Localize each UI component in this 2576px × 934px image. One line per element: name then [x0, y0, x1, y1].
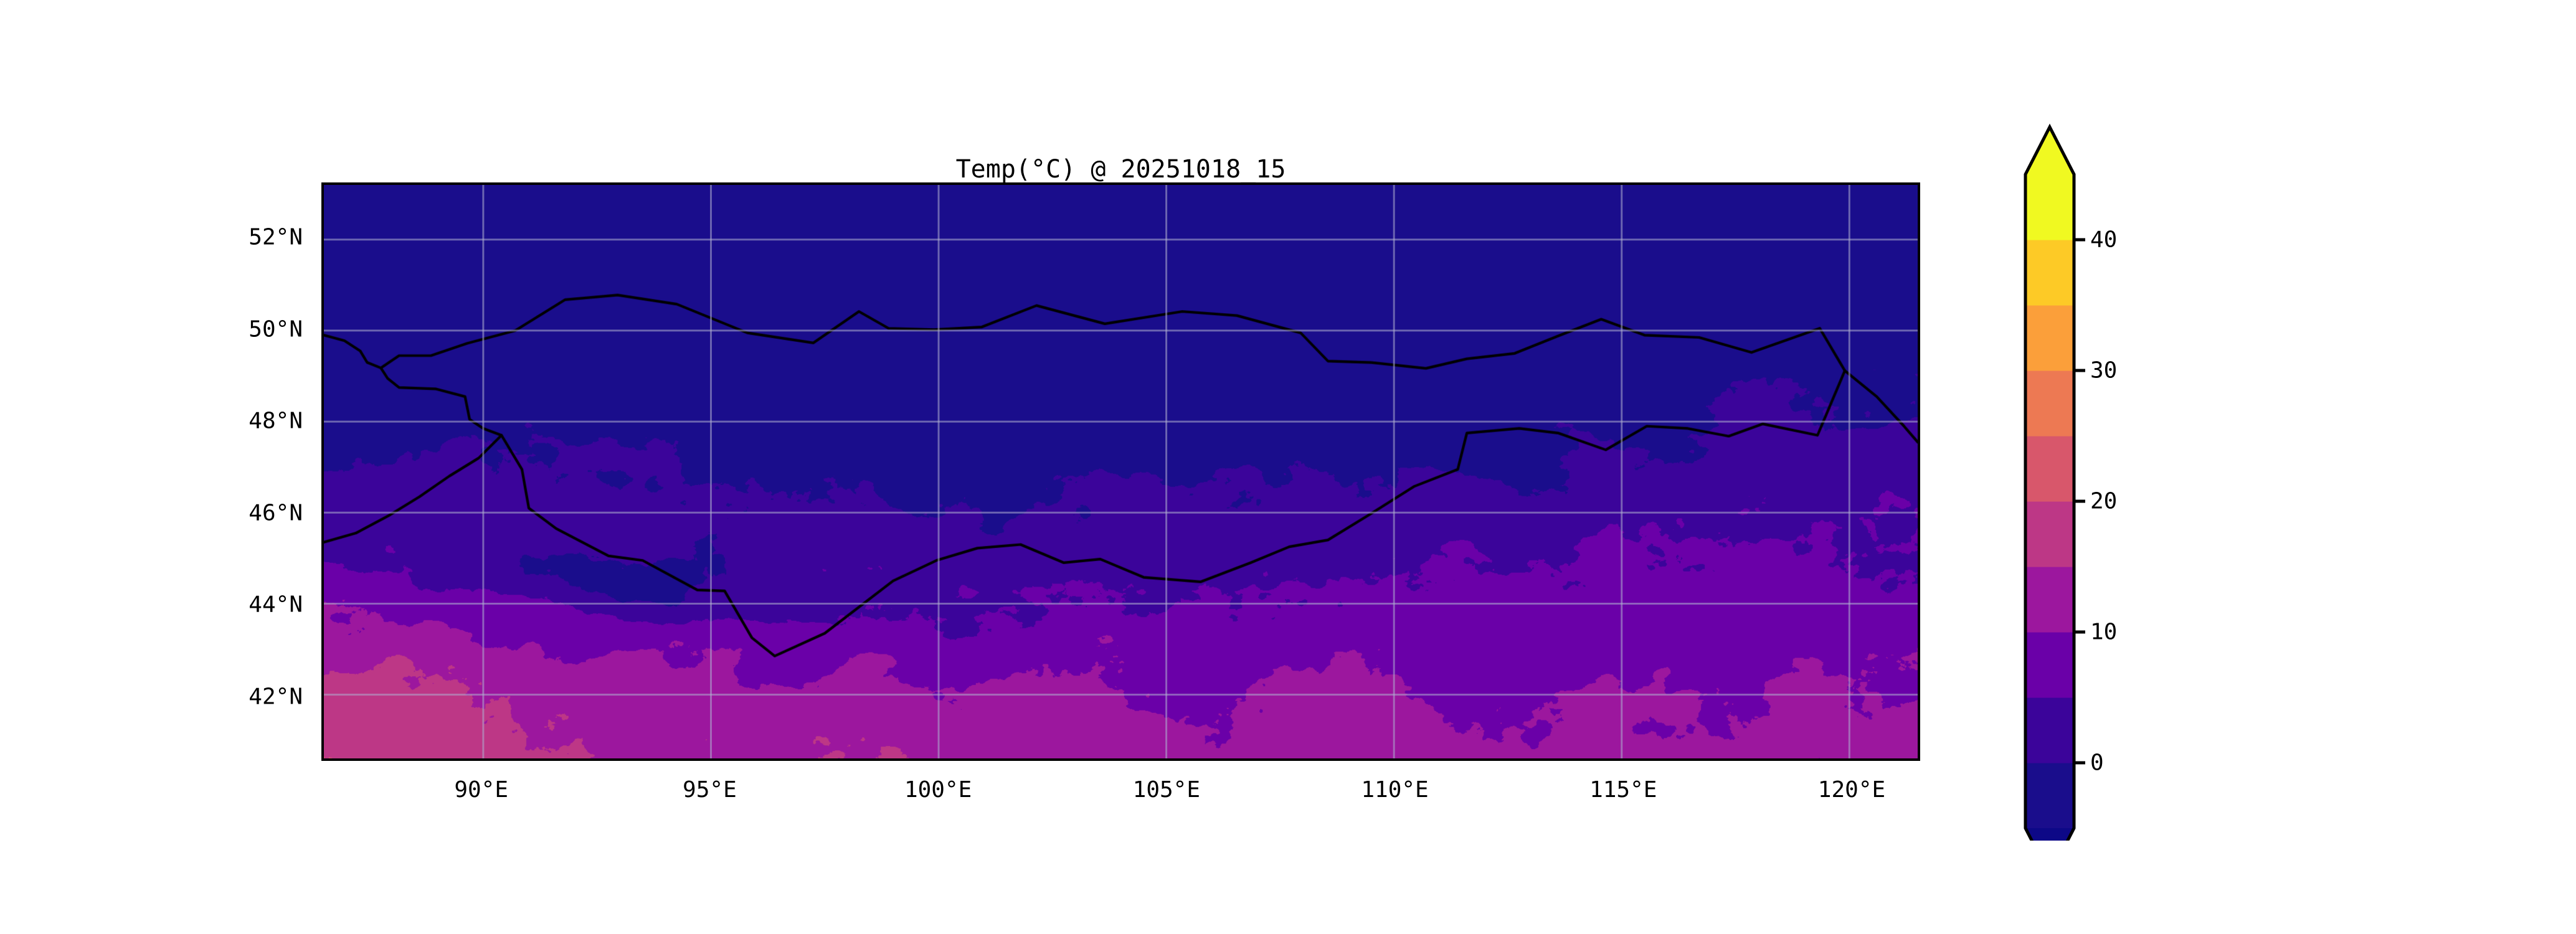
colorbar-band-10-to-15: [2025, 567, 2074, 633]
latitude-tick-52: 52°N: [249, 224, 303, 250]
latitude-tick-46: 46°N: [249, 500, 303, 526]
colorbar-band-20-to-25: [2025, 436, 2074, 502]
colorbar-outline: [2024, 123, 2076, 841]
colorbar-over-arrow: [2025, 127, 2074, 174]
map-axes: [321, 182, 1920, 761]
colorbar-tick-10: 10: [2090, 619, 2118, 645]
longitude-tick-90: 90°E: [454, 777, 509, 803]
longitude-tick-110: 110°E: [1361, 777, 1429, 803]
latitude-tick-48: 48°N: [249, 408, 303, 434]
colorbar-under-arrow: [2025, 828, 2074, 841]
longitude-tick-100: 100°E: [904, 777, 972, 803]
colorbar-band-35-to-40: [2025, 240, 2074, 306]
latitude-tick-50: 50°N: [249, 316, 303, 342]
colorbar-band-25-to-30: [2025, 370, 2074, 436]
longitude-tick-115: 115°E: [1589, 777, 1657, 803]
colorbar-band-15-to-20: [2025, 501, 2074, 567]
colorbar-tick-20: 20: [2090, 488, 2118, 514]
colorbar-gradient: [2024, 123, 2085, 841]
colorbar-tick-0: 0: [2090, 750, 2104, 776]
colorbar-tick-40: 40: [2090, 227, 2118, 253]
longitude-tick-105: 105°E: [1132, 777, 1201, 803]
longitude-tick-120: 120°E: [1817, 777, 1886, 803]
colorbar: 0 10 20 30 40: [2023, 106, 2210, 841]
longitude-tick-95: 95°E: [683, 777, 737, 803]
title-line-primary: Temp(°C) @ 20251018_15: [955, 154, 1286, 184]
colorbar-band--5-to-0: [2025, 763, 2074, 829]
colorbar-band-30-to-35: [2025, 305, 2074, 371]
temperature-field: [324, 185, 1918, 758]
latitude-tick-42: 42°N: [249, 684, 303, 710]
colorbar-band-40-to-45: [2025, 174, 2074, 240]
colorbar-band-0-to-5: [2025, 697, 2074, 763]
colorbar-band-5-to-10: [2025, 632, 2074, 698]
colorbar-tick-30: 30: [2090, 357, 2118, 384]
latitude-tick-44: 44°N: [249, 592, 303, 618]
